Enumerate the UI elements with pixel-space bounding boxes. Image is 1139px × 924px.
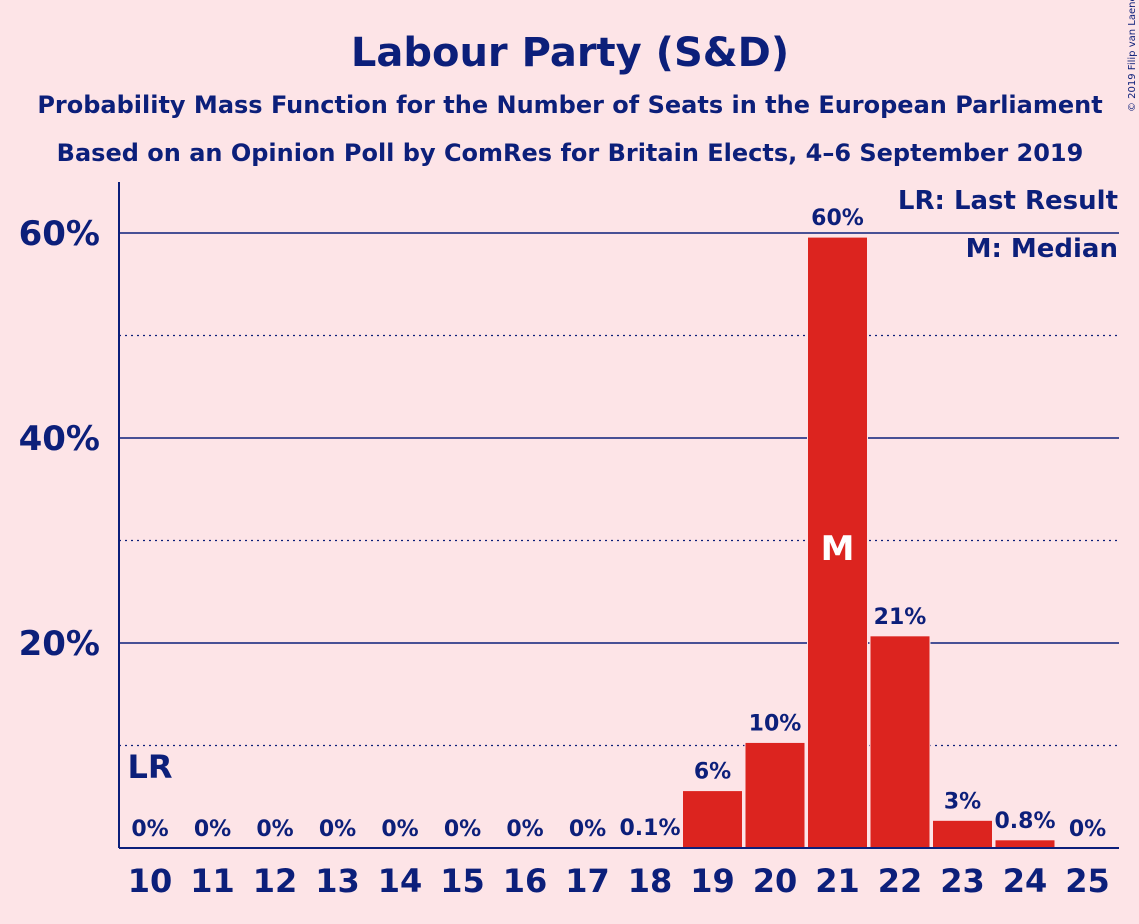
axes-group: [118, 182, 1119, 849]
median-marker: M: [821, 529, 855, 569]
x-tick-label-13: 13: [315, 862, 360, 900]
x-tick-label-16: 16: [503, 862, 548, 900]
data-label-21: 60%: [811, 206, 864, 231]
data-labels-group: 0% 10 0% 11 0% 12 0% 13 0% 14 0% 15 0% 16 0% 17 0.1% 18 6%…: [127, 206, 1109, 900]
data-label-12: 0%: [256, 817, 293, 842]
data-label-25: 0%: [1069, 817, 1106, 842]
data-label-13: 0%: [319, 817, 356, 842]
x-tick-label-18: 18: [628, 862, 673, 900]
bar-19: [682, 790, 743, 849]
data-label-15: 0%: [444, 817, 481, 842]
chart-title: Labour Party (S&D): [351, 30, 789, 76]
data-label-18: 0.1%: [619, 816, 680, 841]
data-label-20: 10%: [749, 711, 802, 736]
bar-23: [932, 819, 993, 849]
x-tick-label-22: 22: [878, 862, 923, 900]
data-label-11: 0%: [194, 817, 231, 842]
x-tick-label-20: 20: [753, 862, 798, 900]
x-tick-label-14: 14: [378, 862, 423, 900]
bar-22: [869, 635, 931, 849]
x-tick-label-24: 24: [1003, 862, 1048, 900]
chart-subtitle-1: Probability Mass Function for the Number…: [37, 91, 1102, 119]
x-tick-label-17: 17: [565, 862, 610, 900]
data-label-10: 0%: [131, 817, 168, 842]
data-label-22: 21%: [874, 605, 927, 630]
x-tick-label-10: 10: [128, 862, 173, 900]
last-result-marker: LR: [127, 748, 172, 786]
x-tick-label-25: 25: [1065, 862, 1110, 900]
bar-21: [807, 236, 868, 849]
x-tick-label-21: 21: [815, 862, 860, 900]
x-tick-label-12: 12: [253, 862, 298, 900]
bar-24: [994, 839, 1056, 849]
y-tick-label-60: 60%: [19, 214, 100, 254]
y-tick-label-40: 40%: [19, 419, 100, 459]
data-label-17: 0%: [569, 817, 606, 842]
data-label-14: 0%: [381, 817, 418, 842]
data-label-16: 0%: [506, 817, 543, 842]
data-label-24: 0.8%: [994, 809, 1055, 834]
data-label-23: 3%: [944, 789, 981, 814]
legend-last-result: LR: Last Result: [898, 186, 1118, 216]
legend-median: M: Median: [966, 234, 1118, 264]
copyright-notice: © 2019 Filip van Laenen: [1127, 0, 1138, 112]
x-tick-label-15: 15: [440, 862, 485, 900]
x-tick-label-23: 23: [940, 862, 985, 900]
bar-20: [744, 741, 806, 849]
chart-subtitle-2: Based on an Opinion Poll by ComRes for B…: [57, 139, 1084, 167]
grid-lines: 20% 40% 60%: [19, 214, 1119, 747]
x-tick-label-11: 11: [190, 862, 235, 900]
y-tick-label-20: 20%: [19, 624, 100, 664]
x-tick-label-19: 19: [690, 862, 735, 900]
data-label-19: 6%: [694, 760, 731, 785]
